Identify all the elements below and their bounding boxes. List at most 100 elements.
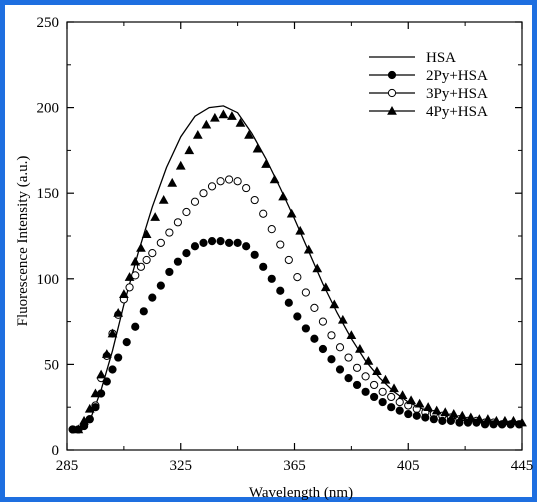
data-point-3py-hsa bbox=[327, 331, 336, 340]
data-point-2py-hsa bbox=[199, 238, 208, 247]
x-axis-title: Wavelength (nm) bbox=[249, 485, 353, 501]
data-point-2py-hsa bbox=[224, 238, 234, 247]
data-point-2py-hsa bbox=[233, 238, 242, 247]
data-point-2py-hsa bbox=[446, 416, 456, 425]
data-point-3py-hsa bbox=[387, 392, 396, 402]
y-tick-label: 200 bbox=[37, 101, 60, 117]
data-point-2py-hsa bbox=[122, 338, 131, 347]
data-point-4py-hsa bbox=[329, 299, 340, 309]
data-point-4py-hsa bbox=[252, 143, 263, 153]
data-point-4py-hsa bbox=[218, 109, 229, 119]
data-point-2py-hsa bbox=[259, 262, 268, 271]
legend-item-3py-hsa: 3Py+HSA bbox=[369, 86, 488, 102]
series-2py-hsa bbox=[68, 237, 524, 434]
x-tick-label: 365 bbox=[283, 458, 306, 474]
data-point-4py-hsa bbox=[150, 212, 161, 221]
legend-label: 4Py+HSA bbox=[426, 104, 488, 120]
data-point-4py-hsa bbox=[209, 112, 220, 122]
data-point-2py-hsa bbox=[148, 293, 157, 302]
data-point-2py-hsa bbox=[85, 415, 94, 424]
data-point-2py-hsa bbox=[173, 257, 183, 266]
data-point-4py-hsa bbox=[346, 330, 357, 340]
data-point-4py-hsa bbox=[141, 229, 152, 239]
axes-layer: 0 50 100 150 200 250 285 325 365 405 445 bbox=[37, 15, 534, 474]
data-point-4py-hsa bbox=[167, 177, 178, 187]
data-point-4py-hsa bbox=[96, 369, 107, 379]
data-point-3py-hsa bbox=[156, 238, 165, 247]
data-point-2py-hsa bbox=[438, 416, 447, 425]
data-point-3py-hsa bbox=[131, 271, 140, 280]
data-point-3py-hsa bbox=[190, 197, 200, 206]
data-point-3py-hsa bbox=[267, 225, 276, 234]
data-point-2py-hsa bbox=[102, 377, 111, 386]
data-point-3py-hsa bbox=[344, 353, 353, 362]
data-point-2py-hsa bbox=[91, 403, 100, 412]
data-point-3py-hsa bbox=[318, 317, 328, 326]
data-point-2py-hsa bbox=[156, 281, 165, 290]
data-point-2py-hsa bbox=[108, 365, 117, 374]
data-point-3py-hsa bbox=[259, 209, 268, 218]
data-point-2py-hsa bbox=[190, 242, 200, 251]
data-point-4py-hsa bbox=[303, 244, 314, 254]
data-point-4py-hsa bbox=[448, 409, 459, 418]
data-point-4py-hsa bbox=[414, 398, 425, 408]
data-point-3py-hsa bbox=[216, 177, 225, 186]
data-point-2py-hsa bbox=[267, 274, 276, 283]
data-point-4py-hsa bbox=[113, 308, 124, 317]
data-point-2py-hsa bbox=[412, 411, 421, 420]
data-point-3py-hsa bbox=[310, 303, 319, 313]
data-point-2py-hsa bbox=[489, 420, 498, 429]
data-point-3py-hsa bbox=[370, 380, 379, 390]
data-point-4py-hsa bbox=[124, 272, 135, 281]
y-tick-label: 150 bbox=[37, 186, 60, 202]
data-point-2py-hsa bbox=[404, 409, 413, 419]
data-point-4py-hsa bbox=[175, 160, 186, 170]
data-point-4py-hsa bbox=[431, 405, 442, 415]
data-point-2py-hsa bbox=[79, 421, 89, 431]
data-point-4py-hsa bbox=[136, 242, 146, 252]
data-point-4py-hsa bbox=[244, 129, 254, 139]
data-point-3py-hsa bbox=[207, 182, 217, 191]
data-point-2py-hsa bbox=[361, 387, 370, 396]
data-point-4py-hsa bbox=[192, 129, 203, 139]
data-point-2py-hsa bbox=[335, 365, 345, 374]
data-point-3py-hsa bbox=[352, 363, 362, 372]
data-point-4py-hsa bbox=[406, 395, 416, 405]
data-point-4py-hsa bbox=[130, 256, 141, 266]
data-point-2py-hsa bbox=[421, 413, 430, 422]
data-point-3py-hsa bbox=[224, 175, 234, 184]
data-point-4py-hsa bbox=[227, 111, 237, 120]
data-point-4py-hsa bbox=[295, 225, 306, 235]
legend-marker-2py-hsa bbox=[387, 70, 397, 80]
data-point-2py-hsa bbox=[310, 334, 319, 343]
data-point-4py-hsa bbox=[423, 402, 434, 411]
data-point-2py-hsa bbox=[515, 420, 524, 429]
data-point-2py-hsa bbox=[480, 420, 490, 429]
y-tick-label: 100 bbox=[37, 272, 60, 288]
data-point-4py-hsa bbox=[101, 349, 112, 358]
data-point-3py-hsa bbox=[335, 343, 345, 352]
data-point-4py-hsa bbox=[397, 390, 408, 399]
data-point-2py-hsa bbox=[455, 418, 464, 427]
legend-label: 2Py+HSA bbox=[426, 68, 488, 84]
data-point-2py-hsa bbox=[242, 242, 251, 251]
data-point-2py-hsa bbox=[387, 403, 396, 412]
data-point-4py-hsa bbox=[158, 195, 169, 204]
data-point-2py-hsa bbox=[352, 380, 362, 390]
data-point-3py-hsa bbox=[199, 189, 208, 198]
legend: HSA 2Py+HSA 3Py+HSA 4Py+HSA bbox=[369, 50, 488, 120]
data-point-3py-hsa bbox=[395, 397, 404, 407]
data-point-4py-hsa bbox=[355, 343, 365, 353]
data-point-3py-hsa bbox=[142, 255, 151, 265]
data-point-4py-hsa bbox=[269, 174, 280, 184]
data-point-4py-hsa bbox=[363, 355, 374, 365]
data-point-3py-hsa bbox=[250, 195, 259, 205]
legend-item-2py-hsa: 2Py+HSA bbox=[369, 68, 488, 84]
x-tick-label: 445 bbox=[511, 458, 534, 474]
data-point-2py-hsa bbox=[506, 420, 515, 429]
data-point-3py-hsa bbox=[293, 272, 302, 282]
data-point-2py-hsa bbox=[472, 418, 481, 427]
data-point-4py-hsa bbox=[261, 159, 271, 168]
data-point-4py-hsa bbox=[235, 117, 246, 127]
data-point-2py-hsa bbox=[395, 406, 404, 415]
